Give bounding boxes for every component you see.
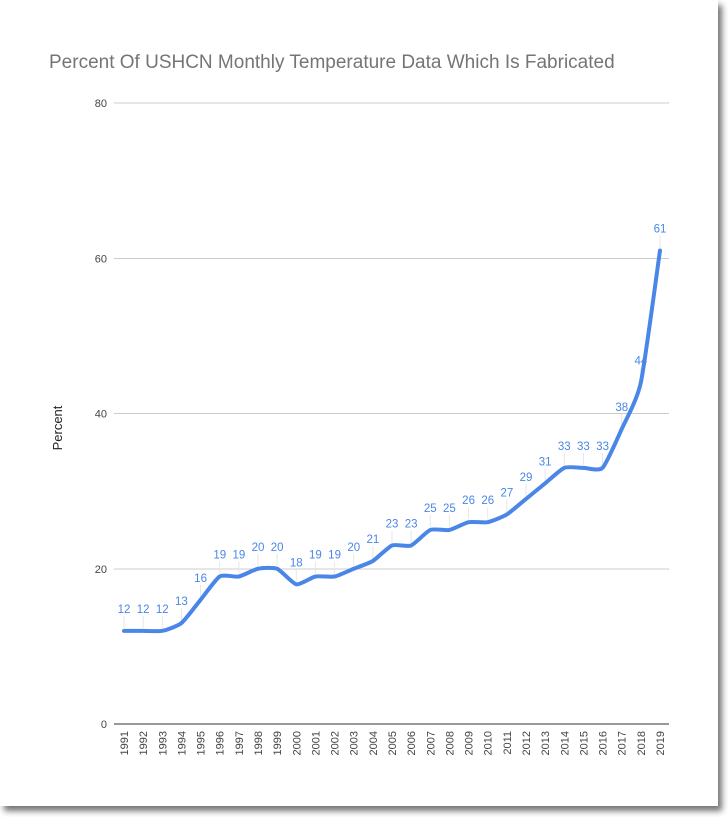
x-tick-2008: 2008 <box>444 731 456 755</box>
x-tick-2012: 2012 <box>521 731 533 755</box>
data-label-2011: 27 <box>500 487 513 499</box>
x-tick-2019: 2019 <box>655 731 667 755</box>
x-tick-labels: 1991 1992 1993 1994 1995 1996 1997 1998 1999 2000… <box>119 731 667 755</box>
x-tick-2004: 2004 <box>368 731 380 755</box>
chart-frame <box>0 0 718 806</box>
x-tick-2015: 2015 <box>578 731 590 755</box>
x-tick-1995: 1995 <box>196 731 208 755</box>
x-tick-1994: 1994 <box>176 731 188 755</box>
y-axis-label: Percent <box>50 405 65 450</box>
data-label-1991: 12 <box>118 604 131 616</box>
x-tick-2011: 2011 <box>502 731 514 755</box>
chart-title: Percent Of USHCN Monthly Temperature Dat… <box>49 52 615 73</box>
gridlines <box>114 102 669 725</box>
x-tick-1998: 1998 <box>253 731 265 755</box>
x-tick-2000: 2000 <box>291 731 303 755</box>
x-tick-1996: 1996 <box>215 731 227 755</box>
data-label-2005: 23 <box>386 518 399 530</box>
data-label-2016: 33 <box>596 441 609 453</box>
data-label-2015: 33 <box>577 441 590 453</box>
y-tick-0: 0 <box>101 719 107 731</box>
x-tick-2002: 2002 <box>330 731 342 755</box>
y-tick-60: 60 <box>95 253 107 265</box>
series-group <box>122 248 662 634</box>
data-label-2002: 19 <box>328 550 341 562</box>
x-tick-1992: 1992 <box>138 731 150 755</box>
data-label-2001: 19 <box>309 550 322 562</box>
x-tick-2013: 2013 <box>540 731 552 755</box>
x-tick-1991: 1991 <box>119 731 131 755</box>
x-tick-2017: 2017 <box>617 731 629 755</box>
data-label-2003: 20 <box>347 542 360 554</box>
x-tick-2009: 2009 <box>464 731 476 755</box>
data-label-1993: 12 <box>156 604 169 616</box>
data-label-1997: 19 <box>232 550 245 562</box>
data-label-1995: 16 <box>194 573 207 585</box>
data-label-2012: 29 <box>520 472 533 484</box>
data-label-1998: 20 <box>252 542 265 554</box>
y-tick-40: 40 <box>95 409 107 421</box>
data-label-2009: 26 <box>462 495 475 507</box>
series-line-percent <box>122 248 662 634</box>
x-tick-2018: 2018 <box>636 731 648 755</box>
label-leaders <box>123 235 661 628</box>
data-labels: 12 12 12 13 16 19 19 20 20 18 19 19 20 21 23 23 25 25 26 26… <box>118 223 667 615</box>
x-tick-2014: 2014 <box>559 731 571 755</box>
data-label-1999: 20 <box>271 542 284 554</box>
y-tick-20: 20 <box>95 564 107 576</box>
x-tick-2001: 2001 <box>310 731 322 755</box>
data-label-2004: 21 <box>366 534 379 546</box>
x-tick-2016: 2016 <box>598 731 610 755</box>
x-tick-2010: 2010 <box>483 731 495 755</box>
data-label-1996: 19 <box>213 550 226 562</box>
data-label-2017: 38 <box>615 402 628 414</box>
x-tick-1999: 1999 <box>272 731 284 755</box>
data-label-1994: 13 <box>175 596 188 608</box>
y-tick-labels: 0 20 40 60 80 <box>95 98 107 731</box>
data-label-2000: 18 <box>290 557 303 569</box>
data-label-2014: 33 <box>558 441 571 453</box>
x-tick-1993: 1993 <box>157 731 169 755</box>
data-label-2019: 61 <box>654 223 667 235</box>
x-tick-2003: 2003 <box>349 731 361 755</box>
data-label-2006: 23 <box>405 518 418 530</box>
x-tick-2007: 2007 <box>425 731 437 755</box>
data-label-2008: 25 <box>443 503 456 515</box>
x-tick-2005: 2005 <box>387 731 399 755</box>
y-tick-80: 80 <box>95 98 107 110</box>
x-tick-2006: 2006 <box>406 731 418 755</box>
data-label-2010: 26 <box>481 495 494 507</box>
data-label-2013: 31 <box>539 456 552 468</box>
data-label-2018: 44 <box>634 355 647 367</box>
data-label-1992: 12 <box>137 604 150 616</box>
x-tick-1997: 1997 <box>234 731 246 755</box>
data-label-2007: 25 <box>424 503 437 515</box>
